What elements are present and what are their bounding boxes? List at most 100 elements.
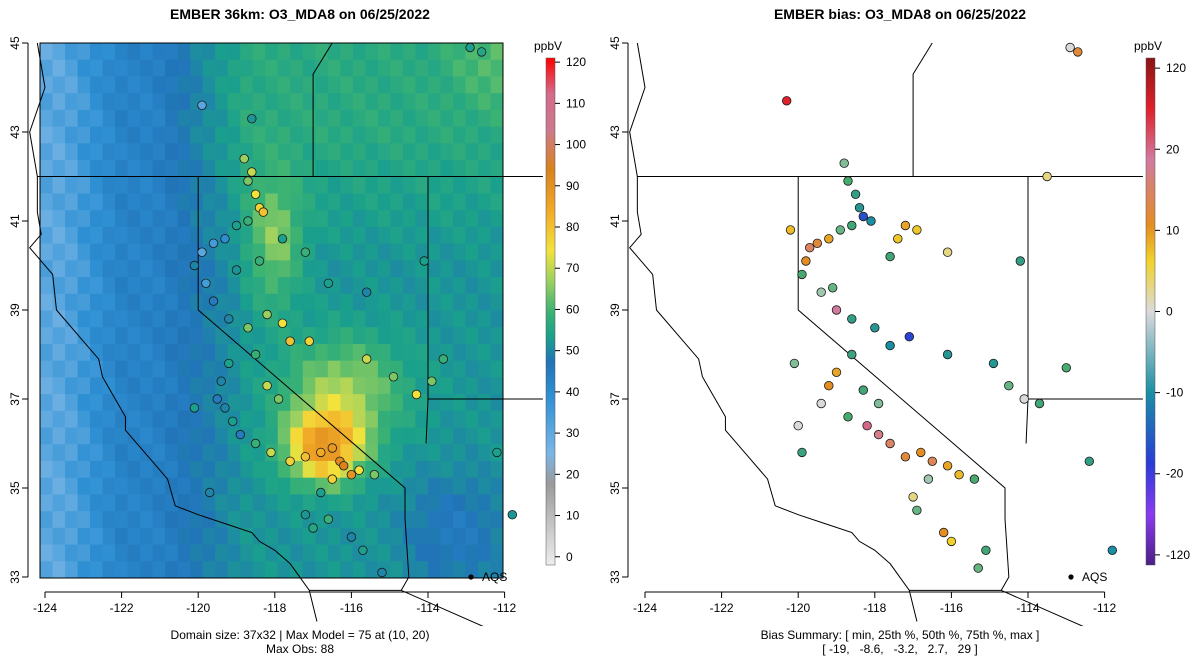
x-tick-label: -120 xyxy=(786,601,810,615)
grid-cell xyxy=(440,410,454,428)
grid-cell xyxy=(152,176,166,194)
station-marker xyxy=(339,461,349,471)
grid-cell xyxy=(302,293,316,311)
station-marker xyxy=(900,452,911,462)
grid-cell xyxy=(52,126,66,144)
grid-cell xyxy=(177,193,191,211)
grid-cell xyxy=(440,76,454,94)
grid-cell xyxy=(265,427,279,445)
colorbar-tick-label: 20 xyxy=(1166,142,1180,156)
grid-cell xyxy=(127,226,141,245)
grid-cell xyxy=(177,360,191,378)
grid-cell xyxy=(290,561,304,578)
station-marker xyxy=(220,234,230,244)
grid-cell xyxy=(315,494,329,512)
station-marker xyxy=(377,567,387,578)
grid-cell xyxy=(490,327,503,345)
grid-cell xyxy=(127,494,141,512)
grid-cell xyxy=(477,126,491,144)
grid-cell xyxy=(52,76,66,94)
grid-cell xyxy=(165,76,179,94)
grid-cell xyxy=(415,427,429,445)
grid-cell xyxy=(365,410,379,428)
grid-cell xyxy=(340,226,354,245)
grid-cell xyxy=(252,494,266,512)
grid-cell xyxy=(452,444,466,462)
grid-cell xyxy=(77,511,91,529)
grid-cell xyxy=(240,394,254,412)
grid-cell xyxy=(115,360,128,378)
grid-cell xyxy=(365,310,379,328)
grid-cell xyxy=(340,377,354,395)
grid-cell xyxy=(252,143,266,161)
grid-cell xyxy=(90,377,103,395)
station-marker xyxy=(831,305,842,315)
grid-cell xyxy=(252,226,266,245)
grid-cell xyxy=(165,427,179,445)
grid-cell xyxy=(240,243,254,261)
grid-cell xyxy=(177,176,191,194)
grid-cell xyxy=(177,76,191,94)
grid-cell xyxy=(215,59,229,77)
station-marker xyxy=(847,314,857,324)
grid-cell xyxy=(290,377,304,395)
grid-cell xyxy=(177,343,191,362)
panel-footer: Domain size: 37x32 | Max Model = 75 at (… xyxy=(0,628,600,656)
grid-cell xyxy=(227,109,241,127)
grid-cell xyxy=(177,293,191,311)
station-marker xyxy=(285,456,295,467)
grid-cell xyxy=(377,394,391,412)
grid-cell xyxy=(490,277,503,295)
grid-cell xyxy=(65,343,78,362)
grid-cell xyxy=(40,109,53,127)
grid-cell xyxy=(240,410,254,428)
grid-cell xyxy=(202,243,216,261)
grid-cell xyxy=(152,394,166,412)
grid-cell xyxy=(252,444,266,462)
grid-cell xyxy=(52,143,66,161)
grid-cell xyxy=(165,210,179,228)
grid-cell xyxy=(240,93,254,111)
grid-cell xyxy=(490,109,503,127)
grid-cell xyxy=(140,527,154,545)
grid-cell xyxy=(90,343,103,362)
grid-cell xyxy=(327,210,341,228)
station-marker xyxy=(316,487,326,498)
grid-cell xyxy=(440,126,454,144)
grid-cell xyxy=(327,544,341,562)
station-marker xyxy=(850,189,861,200)
grid-cell xyxy=(152,226,166,245)
y-tick-label: 41 xyxy=(8,214,22,228)
grid-cell xyxy=(490,561,503,578)
station-marker xyxy=(243,176,253,186)
station-marker xyxy=(801,256,811,266)
grid-cell xyxy=(240,260,254,278)
grid-cell xyxy=(277,210,291,228)
grid-cell xyxy=(265,243,279,261)
station-marker xyxy=(1042,171,1052,182)
grid-cell xyxy=(465,377,479,395)
grid-cell xyxy=(77,444,91,462)
grid-cell xyxy=(290,193,304,211)
grid-cell xyxy=(377,126,391,144)
state-border xyxy=(912,42,933,177)
grid-cell xyxy=(115,327,128,345)
grid-cell xyxy=(227,226,241,245)
grid-cell xyxy=(440,527,454,545)
grid-cell xyxy=(490,427,503,445)
grid-cell xyxy=(177,160,191,178)
grid-cell xyxy=(265,143,279,161)
grid-cell xyxy=(352,494,366,512)
grid-cell xyxy=(215,343,229,362)
grid-cell xyxy=(152,360,166,378)
station-marker xyxy=(942,461,953,471)
x-tick-label: -116 xyxy=(340,601,363,615)
grid-cell xyxy=(127,59,141,77)
grid-cell xyxy=(465,226,479,245)
grid-cell xyxy=(115,226,128,245)
grid-cell xyxy=(77,427,91,445)
grid-cell xyxy=(490,544,503,562)
grid-cell xyxy=(327,193,341,211)
grid-cell xyxy=(290,126,304,144)
grid-cell xyxy=(40,394,53,412)
